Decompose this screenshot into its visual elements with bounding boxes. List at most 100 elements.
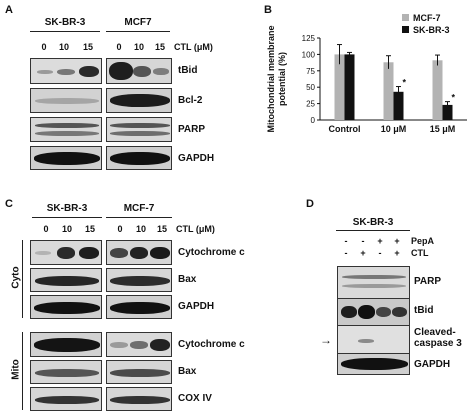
row-label-cytochrome-c: Cytochrome c xyxy=(178,339,245,350)
pepa-sign: - xyxy=(361,236,365,246)
blot-strip xyxy=(337,353,410,375)
category-label: 15 μM xyxy=(430,124,456,134)
row-label-bcl-2: Bcl-2 xyxy=(178,95,203,106)
blot-strip xyxy=(337,325,410,354)
cell-line-sk-br-3: SK-BR-3 xyxy=(352,217,394,228)
row-label-cleaved-caspase-3: Cleaved- caspase 3 xyxy=(414,327,462,349)
lane-label: 15 xyxy=(156,224,167,234)
bar xyxy=(334,54,345,120)
panel-letter-a: A xyxy=(5,4,13,16)
cell-line-sk-br-3: SK-BR-3 xyxy=(46,203,88,214)
row-label-gapdh: GAPDH xyxy=(178,301,215,312)
legend-swatch xyxy=(402,14,409,21)
row-label-bax: Bax xyxy=(178,366,197,377)
blot-strip xyxy=(30,146,102,170)
blot-strip xyxy=(106,295,172,319)
blot-strip xyxy=(30,268,102,292)
ctl-concentration-label: CTL (μM) xyxy=(176,224,215,234)
blot-strip xyxy=(30,117,102,142)
lane-label: 15 xyxy=(82,42,93,52)
lane-label: 10 xyxy=(133,42,144,52)
row-label-bax: Bax xyxy=(178,274,197,285)
bar xyxy=(432,60,443,120)
membrane-potential-chart: 0 25 50 75 100 125 Mitochondrial membrane poten… xyxy=(266,13,467,134)
y-tick-label: 100 xyxy=(302,50,316,59)
blot-strip xyxy=(30,295,102,319)
lane-label: 0 xyxy=(117,224,123,234)
row-label-parp: PARP xyxy=(178,124,206,135)
row-label-tbid: tBid xyxy=(178,65,198,76)
cell-line-mcf7: MCF7 xyxy=(124,17,152,28)
significance-marker: * xyxy=(403,78,407,88)
cell-underline xyxy=(32,217,102,218)
category-label: 10 μM xyxy=(381,124,407,134)
lane-label: 0 xyxy=(41,42,47,52)
blot-strip xyxy=(30,58,102,84)
lane-label: 0 xyxy=(116,42,122,52)
group-bracket xyxy=(22,332,23,410)
bar xyxy=(344,54,355,120)
arrow-icon: → xyxy=(320,333,332,347)
row-label-tbid: tBid xyxy=(414,305,434,316)
blot-strip xyxy=(30,360,102,384)
lane-label: 10 xyxy=(61,224,72,234)
legend-label: SK-BR-3 xyxy=(413,25,450,35)
cell-underline xyxy=(30,31,100,32)
blot-strip xyxy=(106,240,172,265)
cell-line-sk-br-3: SK-BR-3 xyxy=(44,17,86,28)
ctl-sign: - xyxy=(344,248,348,258)
lane-label: 15 xyxy=(84,224,95,234)
blot-strip xyxy=(106,387,172,411)
y-tick-label: 125 xyxy=(302,34,316,43)
bar xyxy=(442,104,453,120)
group-label-mito: Mito xyxy=(10,359,22,380)
y-axis-label: potential (%) xyxy=(277,52,287,106)
pepa-sign: + xyxy=(394,236,400,246)
ctl-sign: - xyxy=(378,248,382,258)
legend-swatch xyxy=(402,26,409,33)
lane-label: 0 xyxy=(43,224,49,234)
blot-strip xyxy=(106,360,172,384)
blot-strip xyxy=(106,332,172,357)
bar xyxy=(383,62,394,120)
cell-line-mcf-7: MCF-7 xyxy=(123,203,155,214)
panel-letter-b: B xyxy=(264,4,272,16)
panel-letter-d: D xyxy=(306,198,314,210)
y-tick-label: 0 xyxy=(311,116,316,125)
y-tick-label: 75 xyxy=(306,67,315,76)
cell-underline xyxy=(336,230,410,231)
row-label-cytochrome-c: Cytochrome c xyxy=(178,247,245,258)
row-label-cox-iv: COX IV xyxy=(178,393,212,404)
y-tick-label: 50 xyxy=(306,83,315,92)
lane-label: 15 xyxy=(154,42,165,52)
blot-strip xyxy=(337,298,410,326)
y-axis-label: Mitochondrial membrane xyxy=(266,25,276,132)
y-tick-label: 25 xyxy=(306,100,315,109)
lane-label: 10 xyxy=(135,224,146,234)
ctl-concentration-label: CTL (μM) xyxy=(174,42,213,52)
blot-strip xyxy=(30,332,102,357)
blot-strip xyxy=(106,268,172,292)
lane-label: 10 xyxy=(58,42,69,52)
blot-strip xyxy=(30,240,102,265)
legend-label: MCF-7 xyxy=(413,13,441,23)
ctl-sign: + xyxy=(394,248,400,258)
category-label: Control xyxy=(329,124,361,134)
pepa-sign: - xyxy=(344,236,348,246)
blot-strip xyxy=(30,387,102,411)
ctl-sign: + xyxy=(360,248,366,258)
panel-letter-c: C xyxy=(5,198,13,210)
row-label-gapdh: GAPDH xyxy=(178,153,215,164)
blot-strip xyxy=(30,88,102,113)
blot-strip xyxy=(106,88,172,113)
pepa-sign: + xyxy=(377,236,383,246)
group-bracket xyxy=(22,240,23,318)
group-label-cyto: Cyto xyxy=(10,266,22,289)
row-label-gapdh: GAPDH xyxy=(414,359,451,370)
row-label-parp: PARP xyxy=(414,276,442,287)
cell-underline xyxy=(106,31,170,32)
ctl-label: CTL xyxy=(411,248,429,258)
significance-marker: * xyxy=(452,93,456,103)
blot-strip xyxy=(106,117,172,142)
blot-strip xyxy=(337,266,410,299)
